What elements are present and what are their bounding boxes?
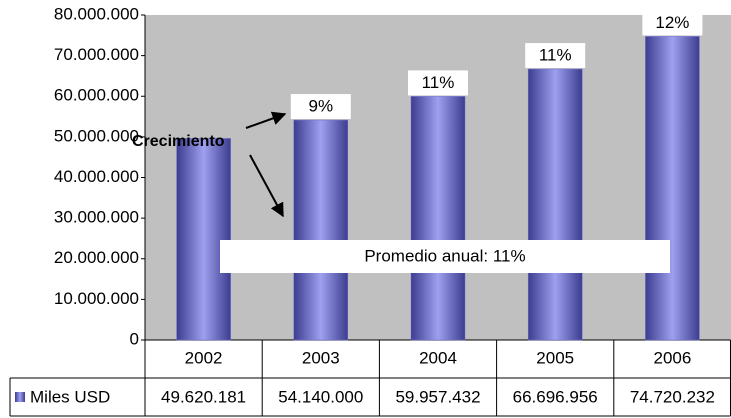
y-tick-label: 70.000.000 bbox=[54, 45, 139, 64]
value-label: 74.720.232 bbox=[630, 387, 715, 406]
category-label: 2006 bbox=[653, 348, 691, 367]
bar bbox=[176, 138, 231, 341]
annotation: Crecimiento bbox=[132, 133, 225, 150]
bar bbox=[293, 119, 349, 341]
growth-label: 11% bbox=[422, 73, 455, 92]
category-label: 2004 bbox=[419, 348, 457, 367]
value-label: 49.620.181 bbox=[161, 387, 246, 406]
growth-label-box bbox=[290, 94, 351, 120]
y-tick-label: 40.000.000 bbox=[54, 167, 139, 186]
arrow bbox=[245, 111, 287, 129]
growth-label: 12% bbox=[655, 13, 689, 32]
annotation-box bbox=[220, 240, 670, 273]
bar bbox=[410, 96, 466, 341]
y-tick-label: 60.000.000 bbox=[54, 86, 139, 105]
legend-swatch bbox=[15, 392, 25, 402]
y-tick-label: 20.000.000 bbox=[54, 248, 139, 267]
value-label: 59.957.432 bbox=[395, 387, 480, 406]
bar bbox=[645, 36, 700, 341]
y-tick-label: 50.000.000 bbox=[54, 126, 139, 145]
growth-label: 11% bbox=[539, 46, 572, 65]
growth-label-box bbox=[408, 70, 468, 96]
category-label: 2002 bbox=[185, 348, 223, 367]
growth-label: 9% bbox=[309, 97, 334, 116]
growth-label-box bbox=[525, 43, 586, 69]
arrow bbox=[249, 154, 284, 218]
growth-label-box bbox=[642, 10, 703, 36]
value-label: 54.140.000 bbox=[278, 387, 363, 406]
y-tick-label: 80.000.000 bbox=[54, 4, 139, 23]
bar bbox=[527, 68, 583, 341]
category-label: 2003 bbox=[302, 348, 340, 367]
legend-label: Miles USD bbox=[30, 387, 110, 406]
value-label: 66.696.956 bbox=[513, 387, 598, 406]
y-tick-label: 10.000.000 bbox=[54, 289, 139, 308]
y-tick-label: 0 bbox=[130, 329, 139, 348]
y-tick-label: 30.000.000 bbox=[54, 208, 139, 227]
annotation: Promedio anual: 11% bbox=[364, 246, 525, 265]
category-label: 2005 bbox=[536, 348, 574, 367]
